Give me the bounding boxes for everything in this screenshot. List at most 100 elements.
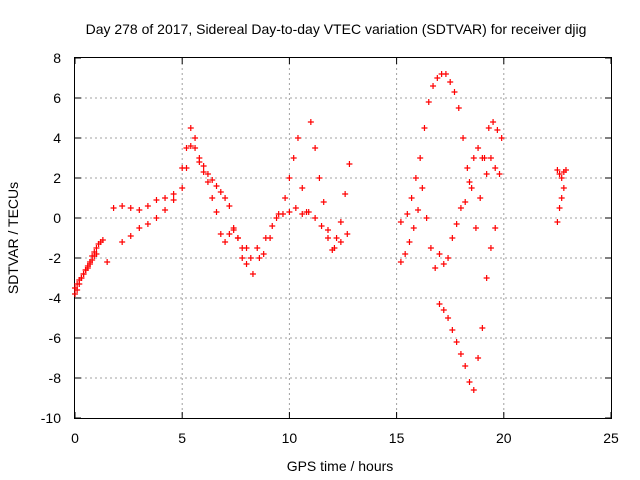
data-point <box>397 259 404 265</box>
data-point <box>442 71 449 77</box>
data-point <box>487 245 494 251</box>
data-point <box>230 227 237 233</box>
data-point <box>127 205 134 211</box>
data-point <box>286 209 293 215</box>
data-point <box>472 225 479 231</box>
data-point <box>279 211 286 217</box>
data-point <box>324 227 331 233</box>
data-point <box>464 165 471 171</box>
data-point <box>425 99 432 105</box>
data-point <box>453 339 460 345</box>
data-point <box>204 179 211 185</box>
data-point <box>462 199 469 205</box>
data-point <box>72 285 78 291</box>
data-point <box>179 185 186 191</box>
grid <box>75 58 611 418</box>
data-point <box>72 291 78 297</box>
data-point <box>200 163 207 169</box>
data-point <box>312 215 319 221</box>
data-point <box>490 119 497 125</box>
data-point <box>256 255 263 261</box>
data-point <box>397 219 404 225</box>
data-point <box>498 135 505 141</box>
series-seg-a-low <box>72 251 100 291</box>
data-point <box>192 135 199 141</box>
data-point <box>402 251 409 257</box>
y-axis-label: SDTVAR / TECUs <box>5 182 21 294</box>
data-point <box>209 195 216 201</box>
data-point <box>183 165 190 171</box>
plot-frame <box>74 57 612 419</box>
data-point <box>558 195 565 201</box>
series-seg-d <box>397 71 505 231</box>
data-point <box>451 89 458 95</box>
data-point <box>307 119 314 125</box>
data-point <box>453 221 460 227</box>
chart-title: Day 278 of 2017, Sidereal Day-to-day VTE… <box>86 21 587 37</box>
data-point <box>457 351 464 357</box>
series-seg-b2 <box>119 143 250 267</box>
data-point <box>440 307 447 313</box>
data-point <box>445 255 452 261</box>
x-tick-label: 25 <box>603 430 619 446</box>
data-point <box>192 145 199 151</box>
data-point <box>483 275 490 281</box>
y-tick-label: 2 <box>53 170 61 186</box>
data-point <box>243 245 250 251</box>
data-point <box>209 177 216 183</box>
data-point <box>136 207 143 213</box>
y-tick-label: -8 <box>49 370 62 386</box>
data-point <box>99 237 106 243</box>
data-point <box>342 191 349 197</box>
y-tick-label: 0 <box>53 210 61 226</box>
data-point <box>260 251 267 257</box>
data-point <box>162 195 169 201</box>
data-point <box>483 171 490 177</box>
data-point <box>417 155 424 161</box>
data-point <box>269 223 276 229</box>
data-point <box>104 259 111 265</box>
data-point <box>466 379 473 385</box>
data-point <box>254 245 261 251</box>
x-tick-label: 15 <box>389 430 405 446</box>
data-point <box>136 225 143 231</box>
y-tick-label: 6 <box>53 90 61 106</box>
data-point <box>226 231 233 237</box>
data-point <box>479 155 486 161</box>
data-point <box>436 301 443 307</box>
data-point <box>144 221 151 227</box>
y-tick-label: 4 <box>53 130 61 146</box>
data-point <box>217 189 224 195</box>
data-point <box>344 231 351 237</box>
data-point <box>556 171 563 177</box>
data-point <box>187 125 194 131</box>
data-point <box>440 261 447 267</box>
data-point <box>222 239 229 245</box>
data-point <box>153 197 160 203</box>
data-point <box>213 209 220 215</box>
data-point <box>434 75 441 81</box>
data-point <box>162 207 169 213</box>
data-point <box>204 171 211 177</box>
data-point <box>286 175 293 181</box>
data-point <box>170 191 177 197</box>
y-tick-label: -10 <box>41 410 61 426</box>
x-tick-label: 20 <box>496 430 512 446</box>
data-point <box>477 195 484 201</box>
data-point <box>462 363 469 369</box>
y-tick-label: -4 <box>49 290 62 306</box>
data-point <box>144 203 151 209</box>
data-point <box>299 185 306 191</box>
data-point <box>421 125 428 131</box>
data-point <box>423 215 430 221</box>
data-point <box>460 135 467 141</box>
data-point <box>449 235 456 241</box>
data-point <box>468 185 475 191</box>
data-point <box>320 199 327 205</box>
data-point <box>494 127 501 133</box>
data-point <box>331 245 338 251</box>
y-tick-label: -2 <box>49 250 62 266</box>
data-point <box>447 79 454 85</box>
data-point <box>74 281 81 287</box>
data-point <box>554 167 561 173</box>
